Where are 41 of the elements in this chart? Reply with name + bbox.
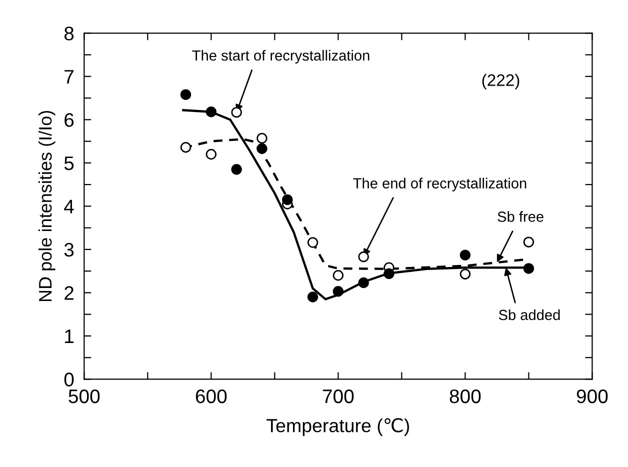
point [282, 194, 293, 206]
annotation: The start of recrystallization [192, 50, 370, 64]
y-tick-label: 5 [64, 156, 74, 170]
y-tick-label: 6 [64, 113, 74, 127]
point [256, 132, 268, 144]
point [206, 148, 217, 160]
y-tick-label: 8 [64, 26, 74, 40]
point [180, 142, 192, 153]
y-tick-label: 3 [64, 242, 74, 257]
point [523, 236, 534, 248]
point [460, 268, 471, 280]
x-axis-title: Temperature (℃) [266, 418, 410, 436]
point [332, 286, 344, 297]
x-tick-label: 800 [450, 389, 481, 404]
y-axis-title: ND pole intensities (I/Io) [38, 110, 56, 302]
point [384, 268, 394, 280]
x-tick-label: 700 [322, 389, 354, 404]
point [523, 263, 534, 274]
annotation: Sb free [498, 211, 544, 222]
y-tick-label: 1 [65, 330, 74, 343]
point [358, 251, 369, 262]
x-tick-label: 500 [68, 389, 100, 404]
point [460, 250, 471, 260]
point [307, 237, 318, 248]
y-tick-label: 2 [64, 286, 74, 300]
point [180, 89, 192, 100]
point [231, 164, 242, 175]
annotation: (222) [482, 74, 520, 90]
annotation: The end of recrystallization [353, 178, 526, 192]
x-tick-label: 900 [576, 389, 608, 404]
y-tick-label: 0 [64, 372, 74, 386]
x-tick-label: 600 [196, 389, 227, 404]
point [206, 106, 217, 118]
point [231, 106, 242, 118]
point [307, 292, 318, 302]
point [256, 143, 268, 154]
y-tick-label: 7 [64, 70, 74, 84]
annotation: Sb added [498, 309, 560, 320]
y-tick-label: 4 [64, 200, 74, 214]
point [358, 277, 369, 288]
point [332, 270, 344, 281]
